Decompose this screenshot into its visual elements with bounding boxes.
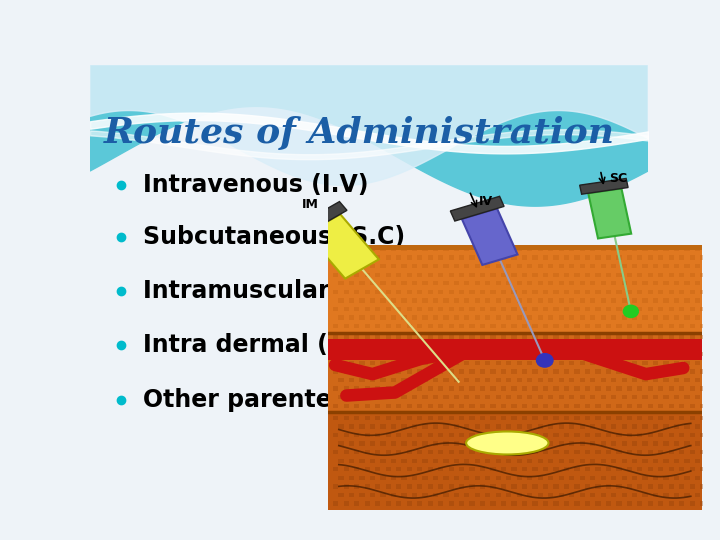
Text: ): ) (621, 460, 626, 470)
Polygon shape (307, 214, 379, 279)
Text: Subcutaneous (S.C): Subcutaneous (S.C) (143, 225, 405, 249)
Text: ◀: ◀ (624, 456, 634, 470)
Polygon shape (450, 197, 504, 221)
Text: SC: SC (609, 172, 627, 185)
Circle shape (536, 354, 553, 367)
Text: Intra dermal (I.D): Intra dermal (I.D) (143, 334, 376, 357)
Polygon shape (580, 179, 628, 194)
Text: Routes of Administration: Routes of Administration (104, 117, 615, 151)
Polygon shape (90, 65, 648, 185)
Text: Intravenous (I.V): Intravenous (I.V) (143, 173, 369, 198)
Polygon shape (588, 188, 631, 239)
Text: Intramuscular (I.M): Intramuscular (I.M) (143, 279, 400, 303)
Circle shape (624, 305, 639, 318)
Text: IV: IV (480, 195, 493, 208)
Polygon shape (292, 201, 347, 238)
Polygon shape (90, 65, 648, 206)
Polygon shape (462, 208, 518, 265)
Text: IM: IM (302, 198, 318, 211)
Ellipse shape (466, 431, 549, 455)
Text: Other parenteral routes.: Other parenteral routes. (143, 388, 471, 411)
